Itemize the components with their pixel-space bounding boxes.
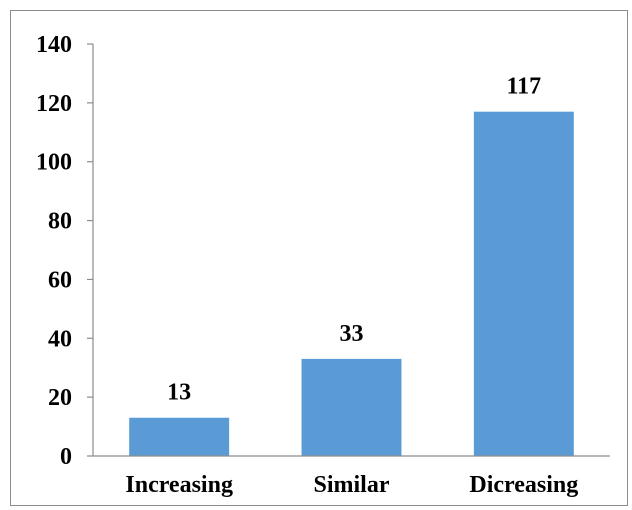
x-axis-ticks: Increasing Similar Dicreasing xyxy=(125,472,578,498)
y-tick-label: 20 xyxy=(48,385,72,411)
bars xyxy=(129,111,574,456)
y-tick-label: 60 xyxy=(48,267,72,293)
bar-dicreasing xyxy=(473,111,574,456)
y-tick-label: 80 xyxy=(48,209,72,235)
x-tick-label-increasing: Increasing xyxy=(125,472,233,498)
x-tick-label-similar: Similar xyxy=(314,472,390,498)
y-tick-label: 100 xyxy=(36,150,72,176)
data-label-similar: 33 xyxy=(340,321,364,347)
bar-increasing xyxy=(129,417,230,456)
y-axis-ticks: 0 20 40 60 80 100 120 140 xyxy=(36,32,93,470)
bar-similar xyxy=(301,358,402,456)
data-label-increasing: 13 xyxy=(167,380,191,406)
x-tick-label-dicreasing: Dicreasing xyxy=(469,472,578,498)
y-tick-label: 0 xyxy=(60,444,72,470)
data-labels: 13 33 117 xyxy=(167,74,541,406)
y-tick-label: 40 xyxy=(48,326,72,352)
y-tick-label: 140 xyxy=(36,32,72,58)
data-label-dicreasing: 117 xyxy=(506,74,541,100)
y-tick-label: 120 xyxy=(36,91,72,117)
